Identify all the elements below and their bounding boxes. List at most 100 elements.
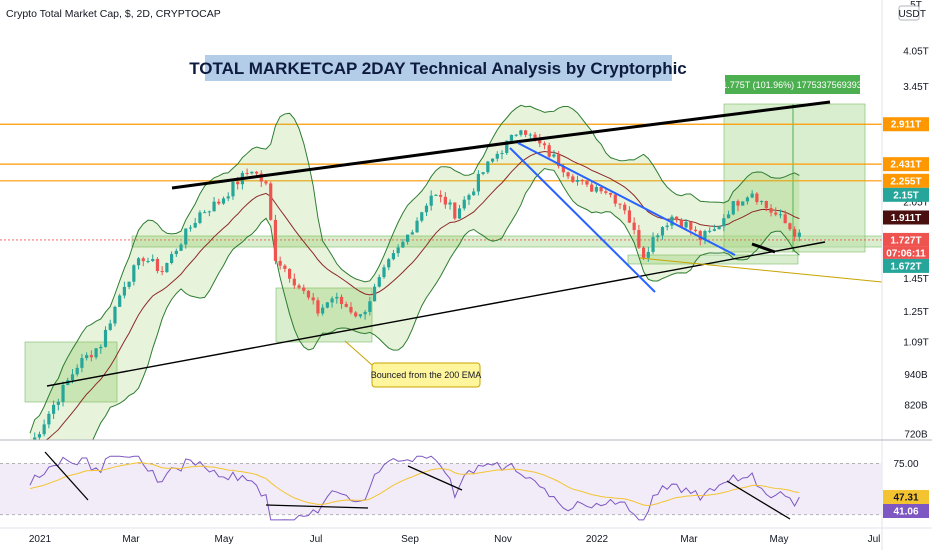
candle [264,180,268,186]
candle [467,193,471,206]
candle-body [793,229,797,237]
candle [429,190,433,211]
candle-body [675,216,679,221]
rsi-value-badge-0 [883,490,929,504]
candle-body [396,247,400,254]
y-tick-label-2: 4.05T [903,47,929,58]
candle-body [330,298,334,303]
candle-body [684,221,688,228]
candle [651,232,655,255]
candle-body [462,199,466,209]
candle-body [486,161,490,173]
candle [590,180,594,192]
candle [52,400,56,419]
candle [764,200,768,212]
candle-body [509,134,514,141]
title-banner-text: TOTAL MARKETCAP 2DAY Technical Analysis … [189,59,687,78]
candle-body [670,216,674,226]
x-tick-label-7: Mar [680,534,698,545]
rsi-value-text-0: 47.31 [893,493,918,504]
upper-trendline-ext [514,100,831,144]
candle-body [750,193,754,198]
candle [462,196,466,211]
rsi-line [29,455,800,521]
trendlines[interactable] [46,100,883,387]
candle [47,411,51,429]
candle-body [443,196,447,205]
candle-body [542,143,547,146]
candle [28,443,31,454]
candle-body [292,278,296,286]
candle [580,178,584,185]
candle [613,192,617,207]
candle [188,225,193,232]
candle [42,419,46,437]
candle-body [637,230,641,248]
candle-body [99,346,103,349]
candle [311,292,315,305]
candle [632,217,636,235]
y-tick-label-7: 1.09T [903,337,929,348]
currency-button[interactable]: USD [898,5,920,21]
candle [774,207,778,217]
candle [358,313,362,319]
candle [377,274,381,288]
candle-body [269,183,273,220]
candle [481,172,485,176]
x-tick-label-0: 2021 [29,534,52,545]
candle-body [179,244,183,251]
candle [141,256,145,267]
callout: Bounced from the 200 EMA [344,340,481,388]
measure-label: 1.775T (101.96%) 1775337569393 [722,75,862,94]
candle-body [514,134,518,136]
candle-body [382,267,386,278]
x-tick-label-2: May [215,534,234,545]
candle [608,192,613,198]
candle [717,225,721,230]
candle [269,181,273,221]
candle-body [731,201,735,215]
y-tick-label-5: 1.45T [903,274,929,285]
candle [585,180,589,188]
candle-body [221,198,226,204]
candle [519,129,523,137]
candle-body [264,181,268,184]
x-tick-label-3: Jul [310,534,323,545]
candle [726,210,731,219]
candle [755,192,759,205]
candle [599,187,603,194]
candle [769,204,773,217]
candle-body [33,437,37,440]
candle [387,257,391,271]
candle [85,352,89,361]
candle [575,175,580,186]
candle [495,151,499,162]
candle-body [571,176,575,182]
candle-body [528,134,532,136]
candlesticks[interactable] [28,129,801,454]
candle-body [47,413,51,425]
candle [675,216,679,223]
candle-body [651,237,655,252]
x-tick-label-5: Nov [494,534,512,545]
candle [273,214,278,265]
svg-text:USD: USD [898,9,919,20]
candle [89,350,93,362]
candle-body [85,355,89,359]
candle-body [160,271,164,273]
candle-body [693,229,698,232]
candle [703,229,707,245]
candle [354,311,358,318]
candle [297,283,301,290]
rsi-band [0,463,882,515]
candle-body [118,295,122,307]
candle [56,398,60,411]
candle-body [377,277,381,287]
rsi-trendline-3 [726,480,791,520]
candle [33,432,37,440]
rsi-trendline-1 [265,504,369,509]
candle-body [613,194,617,204]
zone-lower [627,254,799,265]
candle [457,205,462,219]
